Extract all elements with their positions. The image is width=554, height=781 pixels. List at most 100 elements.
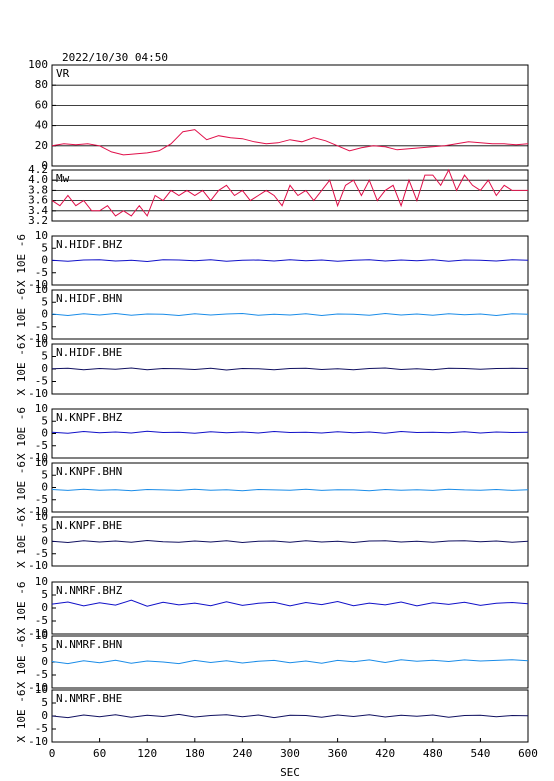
y-tick-label: 100 [28,58,48,71]
y-tick-label: 0 [41,362,48,375]
panel-label: N.KNPF.BHN [56,465,122,478]
y-axis-label: X 10E -6 [15,690,28,743]
y-tick-label: 5 [41,414,48,427]
panel-frame [51,64,529,167]
y-tick-label: -10 [28,451,48,464]
y-tick-label: 0 [41,159,48,172]
y-tick-label: 0 [41,709,48,722]
y-tick-label: -10 [28,387,48,400]
x-tick-label: 360 [328,747,348,760]
y-tick-label: -5 [35,614,48,627]
panel-frame [51,581,529,635]
panel-label: VR [56,67,70,80]
y-tick-label: 5 [41,350,48,363]
line-series [51,659,529,665]
panel-label: N.HIDF.BHN [56,292,122,305]
y-tick-label: 10 [35,402,48,415]
y-tick-label: -5 [35,493,48,506]
y-tick-label: 10 [35,456,48,469]
y-tick-label: -5 [35,547,48,560]
y-tick-label: 5 [41,588,48,601]
y-axis-label: X 10E -6 [15,636,28,689]
y-tick-label: -10 [28,332,48,345]
chart-title: 2022/10/30 04:50 [62,51,168,64]
x-tick-label: 240 [232,747,252,760]
y-axis-label: X 10E -6 [15,234,28,287]
y-axis-label: X 10E -6 [15,343,28,396]
line-series [51,168,528,217]
y-tick-label: 4.2 [28,163,48,176]
x-tick-label: 0 [49,747,56,760]
y-tick-label: -10 [28,559,48,572]
y-tick-label: 80 [35,78,48,91]
x-tick-label: 540 [470,747,490,760]
panel-frame [51,408,529,459]
y-tick-label: 10 [35,337,48,350]
y-axis-label: X 10E -6 [15,515,28,568]
y-tick-label: 3.4 [28,204,48,217]
line-series [51,430,529,434]
x-tick-label: 600 [518,747,538,760]
y-tick-label: 10 [35,283,48,296]
x-tick-label: 60 [93,747,106,760]
y-tick-label: 0 [41,308,48,321]
y-tick-label: 0 [41,427,48,440]
y-tick-label: -5 [35,375,48,388]
y-tick-label: 10 [35,575,48,588]
y-tick-label: 60 [35,98,48,111]
y-tick-label: 3.2 [28,214,48,227]
panel-label: N.NMRF.BHZ [56,584,123,597]
y-tick-label: 10 [35,229,48,242]
panel-frame [51,462,529,513]
line-series [51,367,529,371]
panel-label: N.KNPF.BHZ [56,411,123,424]
y-tick-label: -10 [28,505,48,518]
line-series [51,129,529,156]
y-tick-label: 5 [41,241,48,254]
y-tick-label: 3.6 [28,194,48,207]
y-axis-label: X 10E -6 [15,461,28,514]
y-tick-label: -5 [35,266,48,279]
y-tick-label: 0 [41,535,48,548]
panel-label: N.HIDF.BHE [56,346,122,359]
x-tick-label: 480 [423,747,443,760]
x-tick-label: 120 [137,747,157,760]
line-series [51,312,529,317]
y-tick-label: -5 [35,439,48,452]
y-tick-label: 5 [41,468,48,481]
panel-label: N.NMRF.BHN [56,638,122,651]
y-tick-label: 0 [41,601,48,614]
y-tick-label: 10 [35,510,48,523]
panel-label: N.NMRF.BHE [56,692,122,705]
line-series [51,488,529,492]
y-axis-label: X 10E -6 [15,407,28,460]
y-tick-label: 0 [41,254,48,267]
y-tick-label: 4.0 [28,173,48,186]
y-tick-label: 5 [41,295,48,308]
line-series [51,599,529,607]
x-tick-label: 300 [280,747,300,760]
y-tick-label: -10 [28,735,48,748]
y-tick-label: -10 [28,278,48,291]
y-axis-label: X 10E -6 [15,582,28,635]
y-tick-label: 0 [41,655,48,668]
x-tick-label: 180 [185,747,205,760]
panel-label: N.KNPF.BHE [56,519,122,532]
y-tick-label: 5 [41,696,48,709]
panel-frame [51,169,529,222]
line-series [51,713,529,719]
panel-label: N.HIDF.BHZ [56,238,123,251]
y-tick-label: 5 [41,642,48,655]
y-axis-label: X 10E -6 [15,288,28,341]
y-tick-label: 5 [41,522,48,535]
y-tick-label: -5 [35,722,48,735]
y-tick-label: -10 [28,681,48,694]
y-tick-label: 20 [35,139,48,152]
x-axis-label: SEC [280,766,300,779]
y-tick-label: 0 [41,481,48,494]
y-tick-label: -5 [35,668,48,681]
y-tick-label: -10 [28,627,48,640]
line-series [51,259,529,263]
y-tick-label: -5 [35,320,48,333]
